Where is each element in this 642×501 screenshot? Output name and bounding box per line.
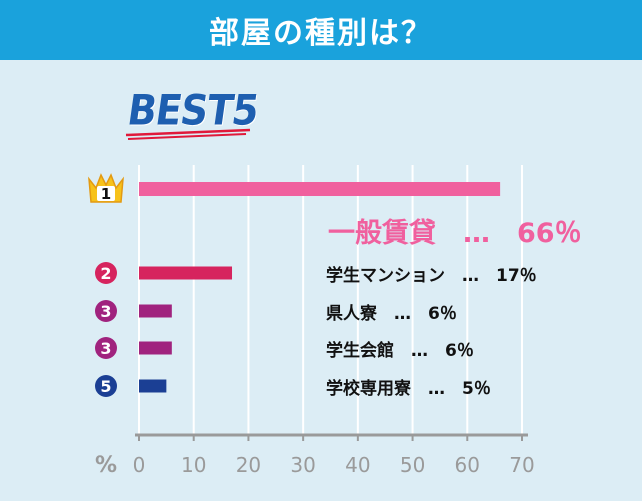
badge-underline <box>125 128 251 140</box>
x-tick-label: 70 <box>509 453 534 477</box>
page-title: 部屋の種別は？ <box>0 0 642 60</box>
bar-label: 一般賃貸 … 66％ <box>328 218 582 249</box>
bar-label: 学校専用寮 … 5％ <box>326 379 491 399</box>
bar-label: 県人寮 … 6％ <box>326 304 457 324</box>
x-tick-label: 50 <box>400 453 425 477</box>
bar-label: 学生マンション … 17％ <box>326 266 537 286</box>
x-axis-label: % <box>95 453 117 478</box>
x-tick-label: 20 <box>236 453 261 477</box>
bar-3 <box>139 304 172 318</box>
rank-number: 5 <box>100 377 111 396</box>
bar-label: 学生会館 … 6％ <box>326 341 474 361</box>
rank-number: 3 <box>100 302 111 321</box>
rank-circle <box>95 337 117 359</box>
bar-5 <box>139 379 167 393</box>
x-tick-label: 40 <box>345 453 370 477</box>
x-tick-label: 60 <box>455 453 480 477</box>
rank-number: 2 <box>100 264 111 283</box>
bar-2 <box>139 266 233 280</box>
bar-4 <box>139 341 172 355</box>
x-tick-label: 10 <box>181 453 206 477</box>
rank-circle <box>95 262 117 284</box>
rank-number: 1 <box>101 185 111 203</box>
x-tick-label: 30 <box>290 453 315 477</box>
x-tick-label: 0 <box>133 453 146 477</box>
rank-circle <box>95 375 117 397</box>
rank-circle <box>95 300 117 322</box>
crown-plate <box>97 186 115 201</box>
bar-1 <box>139 182 501 196</box>
rank-number: 3 <box>100 339 111 358</box>
